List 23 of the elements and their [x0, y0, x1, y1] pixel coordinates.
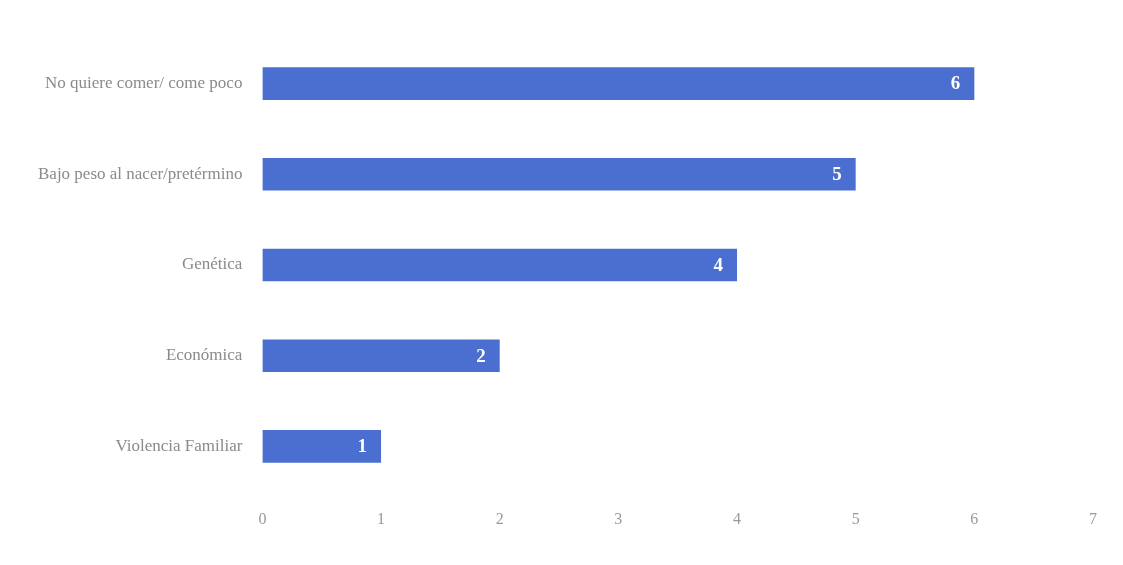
- x-tick-label: 0: [258, 509, 267, 527]
- data-label: 2: [476, 344, 486, 366]
- bar: [262, 430, 382, 463]
- data-label: 1: [357, 435, 368, 457]
- bar: [262, 248, 738, 282]
- x-tick-label: 1: [377, 509, 386, 527]
- x-tick-label: 4: [733, 509, 742, 527]
- y-tick-label: No quiere comer/ come poco: [45, 73, 243, 93]
- bar: [262, 67, 975, 100]
- y-tick-label: Bajo peso al nacer/pretérmino: [38, 163, 243, 183]
- y-tick-label: Económica: [165, 345, 243, 365]
- data-label: 6: [950, 72, 961, 94]
- x-tick-label: 5: [851, 509, 860, 527]
- x-tick-label: 6: [970, 509, 979, 527]
- data-label: 5: [832, 163, 842, 185]
- x-tick-label: 7: [1089, 509, 1097, 527]
- bar: [262, 157, 856, 191]
- y-tick-label: Genética: [181, 254, 243, 274]
- x-tick-label: 2: [495, 509, 504, 527]
- bar: [262, 339, 500, 373]
- y-tick-label: Violencia Familiar: [115, 435, 243, 455]
- x-tick-label: 3: [614, 509, 623, 527]
- data-label: 4: [713, 253, 724, 275]
